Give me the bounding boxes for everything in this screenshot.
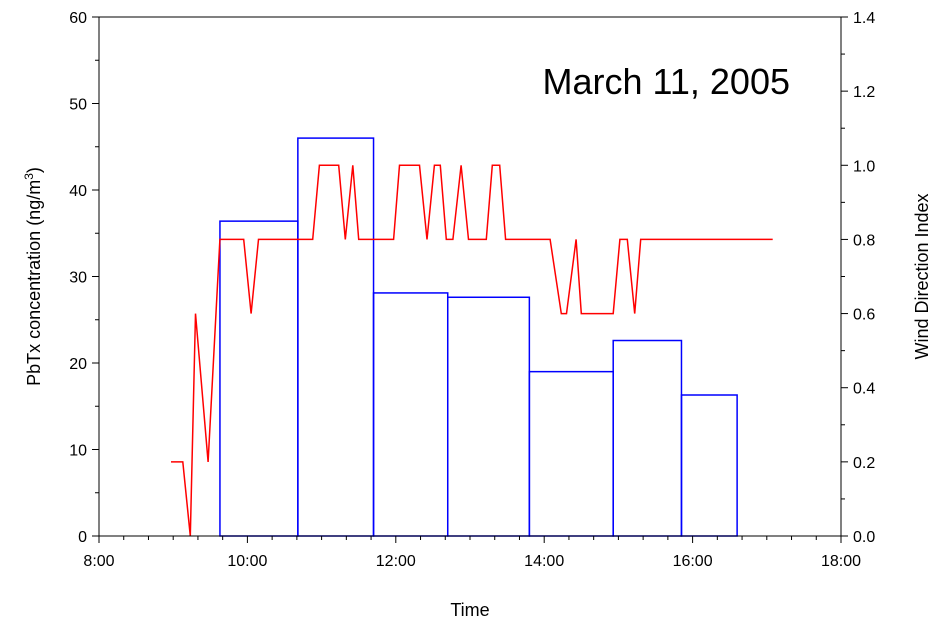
axis-ticks: 8:00 10:00 12:00 14:00 16:00 18:00 0 10 20 30 40 50… [69,10,875,570]
y-right-tick-label: 0.6 [853,307,875,324]
y-left-tick-label: 60 [69,10,87,27]
left-y-axis-title-main: PbTx concentration (ng/m [24,180,44,386]
left-y-axis-title-superscript: 3 [22,173,36,180]
y-right-tick-label: 0.8 [853,232,875,249]
bar-4 [446,296,531,537]
y-left-tick-label: 40 [69,183,87,200]
x-tick-label: 12:00 [376,553,416,570]
y-right-tick-label: 1.0 [853,158,875,175]
bar-6 [612,339,683,537]
bar-3 [372,292,449,537]
y-right-tick-label: 0.0 [853,529,875,546]
concentration-bars [219,137,738,537]
y-right-tick-label: 1.2 [853,84,875,101]
bar-5 [528,370,614,537]
right-y-axis-title: Wind Direction Index [912,193,932,359]
x-tick-label: 16:00 [673,553,713,570]
y-left-tick-label: 30 [69,270,87,287]
x-tick-label: 10:00 [227,553,267,570]
left-y-axis-title: PbTx concentration (ng/m3) [22,167,44,386]
y-left-tick-label: 50 [69,97,87,114]
left-y-axis-title-end: ) [24,167,44,173]
y-left-tick-label: 20 [69,356,87,373]
x-tick-label: 18:00 [821,553,861,570]
x-axis-title: Time [450,600,489,620]
bar-2 [297,137,375,537]
wind-direction-line [171,164,773,537]
x-tick-label: 14:00 [524,553,564,570]
y-right-tick-label: 0.4 [853,381,875,398]
y-right-tick-label: 0.2 [853,455,875,472]
y-left-tick-label: 0 [78,529,87,546]
bar-1 [219,220,299,537]
wind-direction-line-group [171,164,773,537]
date-annotation: March 11, 2005 [543,61,790,102]
bar-7 [680,394,738,537]
y-right-tick-label: 1.4 [853,10,875,27]
y-left-tick-label: 10 [69,443,87,460]
x-tick-label: 8:00 [83,553,114,570]
